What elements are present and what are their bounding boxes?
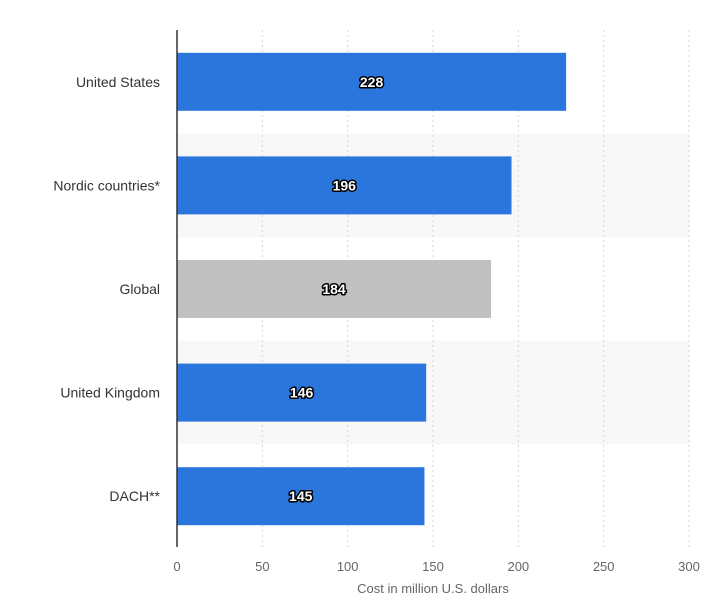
category-label: United Kingdom (60, 385, 160, 401)
x-tick-label: 300 (678, 559, 700, 574)
data-label: 184 (322, 281, 346, 297)
x-tick-labels: 0 50 100 150 200 250 300 (173, 559, 699, 574)
bar (177, 363, 427, 422)
category-label: Nordic countries* (53, 177, 160, 193)
data-label: 145 (289, 488, 313, 504)
category-labels: United States Nordic countries* Global Unit… (53, 74, 160, 504)
bar (177, 52, 567, 111)
bars (177, 52, 567, 526)
x-tick-label: 0 (173, 559, 180, 574)
x-tick-label: 250 (593, 559, 615, 574)
bar (177, 156, 512, 215)
category-label: DACH** (109, 488, 160, 504)
x-tick-label: 150 (422, 559, 444, 574)
x-tick-label: 100 (337, 559, 359, 574)
x-axis-title: Cost in million U.S. dollars (357, 581, 509, 596)
bar (177, 260, 492, 318)
data-label: 196 (333, 177, 357, 193)
data-labels: 228 196 184 146 145 (288, 72, 385, 505)
data-label: 146 (290, 385, 314, 401)
grid-lines (261, 30, 690, 547)
category-label: Global (120, 281, 160, 297)
category-label: United States (76, 74, 160, 90)
data-label: 228 (360, 74, 384, 90)
x-tick-label: 50 (255, 559, 269, 574)
bar (177, 467, 425, 526)
x-tick-label: 200 (507, 559, 529, 574)
